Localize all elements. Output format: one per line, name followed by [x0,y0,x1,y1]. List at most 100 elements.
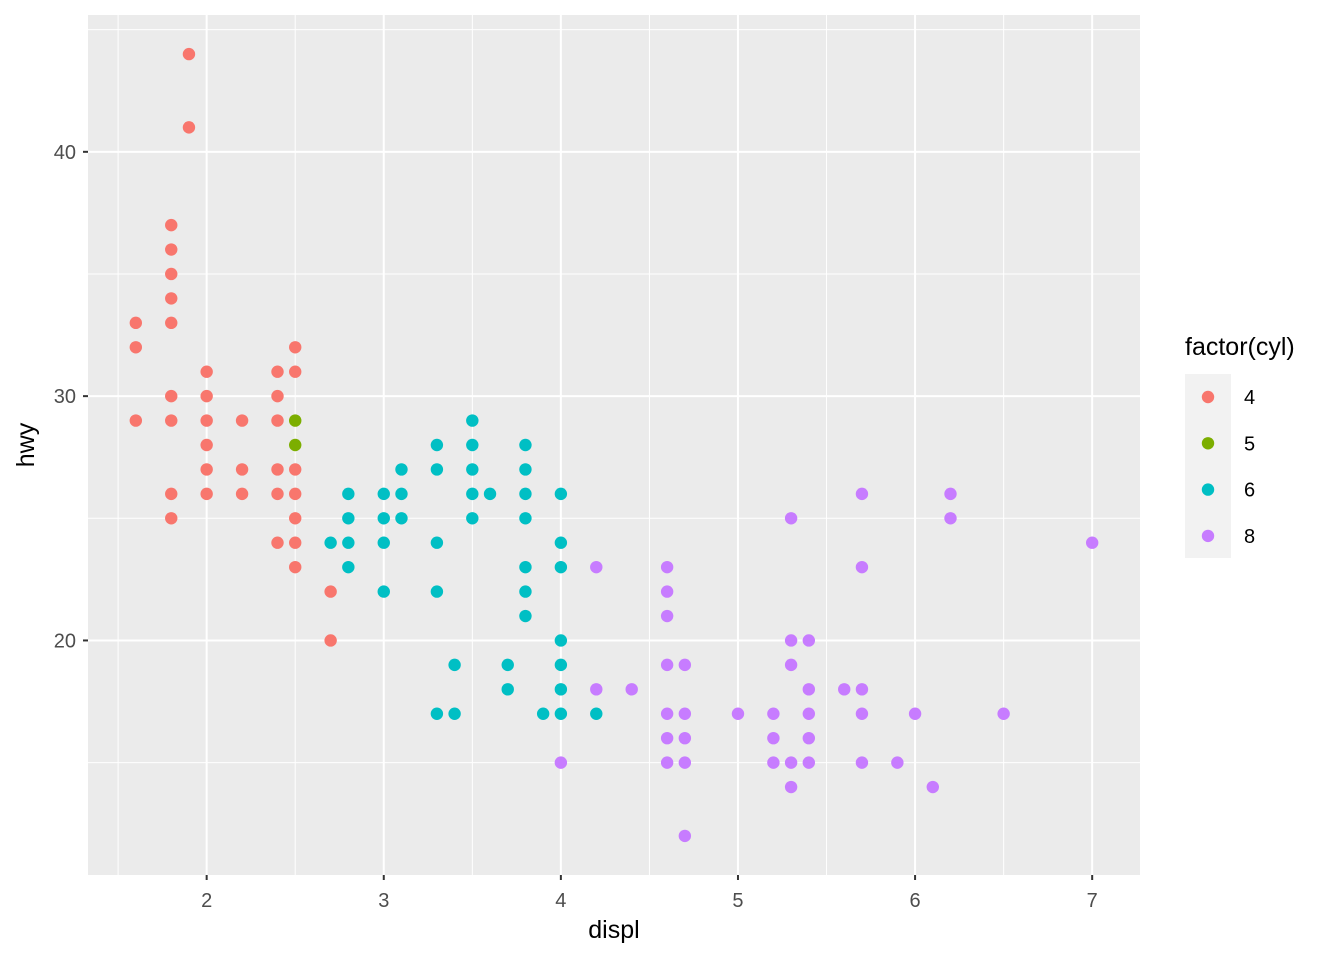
data-point-cyl-8 [784,756,798,769]
data-point-cyl-8 [802,707,816,720]
data-point-cyl-6 [554,536,568,549]
data-point-cyl-4 [182,121,196,134]
data-point-cyl-6 [554,487,568,501]
data-point-cyl-4 [165,218,178,232]
data-point-cyl-6 [554,707,568,720]
data-point-cyl-8 [802,731,816,745]
data-point-cyl-6 [501,683,514,696]
data-point-cyl-4 [165,512,178,525]
data-point-cyl-8 [838,683,851,696]
data-point-cyl-8 [784,634,798,647]
data-point-cyl-4 [165,316,178,330]
x-tick-label: 3 [378,890,389,912]
data-point-cyl-8 [855,487,869,501]
data-point-cyl-8 [678,756,692,769]
x-tick-label: 2 [201,890,212,912]
data-point-cyl-4 [289,463,302,476]
legend-label-8: 8 [1244,526,1255,548]
data-point-cyl-4 [165,292,178,305]
legend-key-4 [1201,390,1215,404]
data-point-cyl-6 [466,512,479,525]
data-point-cyl-4 [165,243,178,256]
data-point-cyl-6 [430,536,444,549]
data-point-cyl-6 [430,585,444,598]
data-point-cyl-4 [289,560,302,574]
data-point-cyl-6 [395,487,408,501]
major-gridlines [88,15,1140,875]
data-point-cyl-4 [200,463,213,476]
data-point-cyl-6 [466,463,479,476]
data-point-cyl-8 [678,829,692,843]
legend-label-5: 5 [1244,433,1255,455]
x-tick-label: 6 [910,890,921,912]
data-point-cyl-8 [802,634,816,647]
data-point-cyl-4 [271,389,284,403]
legend-label-4: 4 [1244,387,1255,409]
data-point-cyl-8 [767,756,780,769]
data-point-cyl-8 [997,707,1010,720]
data-point-cyl-8 [590,560,603,574]
data-point-cyl-6 [324,536,337,549]
legend: factor(cyl) 4 5 6 8 [1185,333,1295,558]
data-points [129,47,1099,843]
legend-key-6 [1201,483,1215,496]
data-point-cyl-4 [200,414,213,427]
data-point-cyl-4 [289,487,302,501]
data-point-cyl-6 [501,658,514,672]
data-point-cyl-8 [784,780,798,794]
data-point-cyl-6 [430,707,444,720]
data-point-cyl-8 [625,683,638,696]
y-tick-label: 40 [54,142,76,164]
data-point-cyl-6 [448,658,461,672]
data-point-cyl-4 [165,267,178,281]
data-point-cyl-8 [891,756,904,769]
legend-key-8 [1201,529,1215,543]
x-tick-label: 5 [732,890,743,912]
x-tick-label: 4 [555,890,566,912]
data-point-cyl-6 [483,487,497,501]
data-point-cyl-6 [395,512,408,525]
data-point-cyl-6 [519,512,532,525]
data-point-cyl-4 [129,414,143,427]
data-point-cyl-6 [466,487,479,501]
data-point-cyl-6 [342,512,355,525]
data-point-cyl-4 [271,463,284,476]
data-point-cyl-4 [165,389,178,403]
data-point-cyl-8 [590,683,603,696]
data-point-cyl-8 [784,512,798,525]
data-point-cyl-4 [200,438,213,452]
data-point-cyl-4 [289,341,302,354]
data-point-cyl-6 [342,487,355,501]
data-point-cyl-6 [519,438,532,452]
y-tick-label: 30 [54,386,76,408]
data-point-cyl-4 [289,536,302,549]
legend-label-6: 6 [1244,480,1255,502]
data-point-cyl-8 [731,707,745,720]
data-point-cyl-8 [660,731,674,745]
data-point-cyl-6 [519,487,532,501]
data-point-cyl-4 [289,365,302,378]
data-point-cyl-8 [678,731,692,745]
data-point-cyl-6 [466,438,479,452]
data-point-cyl-4 [271,365,284,378]
data-point-cyl-6 [466,414,479,427]
data-point-cyl-6 [342,536,355,549]
data-point-cyl-6 [377,585,390,598]
data-point-cyl-8 [554,756,568,769]
data-point-cyl-6 [554,560,568,574]
y-axis: 20 30 40 [54,142,88,652]
data-point-cyl-4 [165,487,178,501]
legend-entries: 4 5 6 8 [1201,387,1255,548]
minor-gridlines [88,15,1140,875]
data-point-cyl-4 [129,316,143,330]
data-point-cyl-8 [926,780,939,794]
data-point-cyl-8 [660,585,674,598]
data-point-cyl-8 [802,756,816,769]
legend-key-background [1185,374,1231,558]
data-point-cyl-8 [678,658,692,672]
data-point-cyl-6 [554,634,568,647]
data-point-cyl-6 [448,707,461,720]
data-point-cyl-4 [200,389,213,403]
data-point-cyl-8 [855,756,869,769]
data-point-cyl-6 [377,487,390,501]
